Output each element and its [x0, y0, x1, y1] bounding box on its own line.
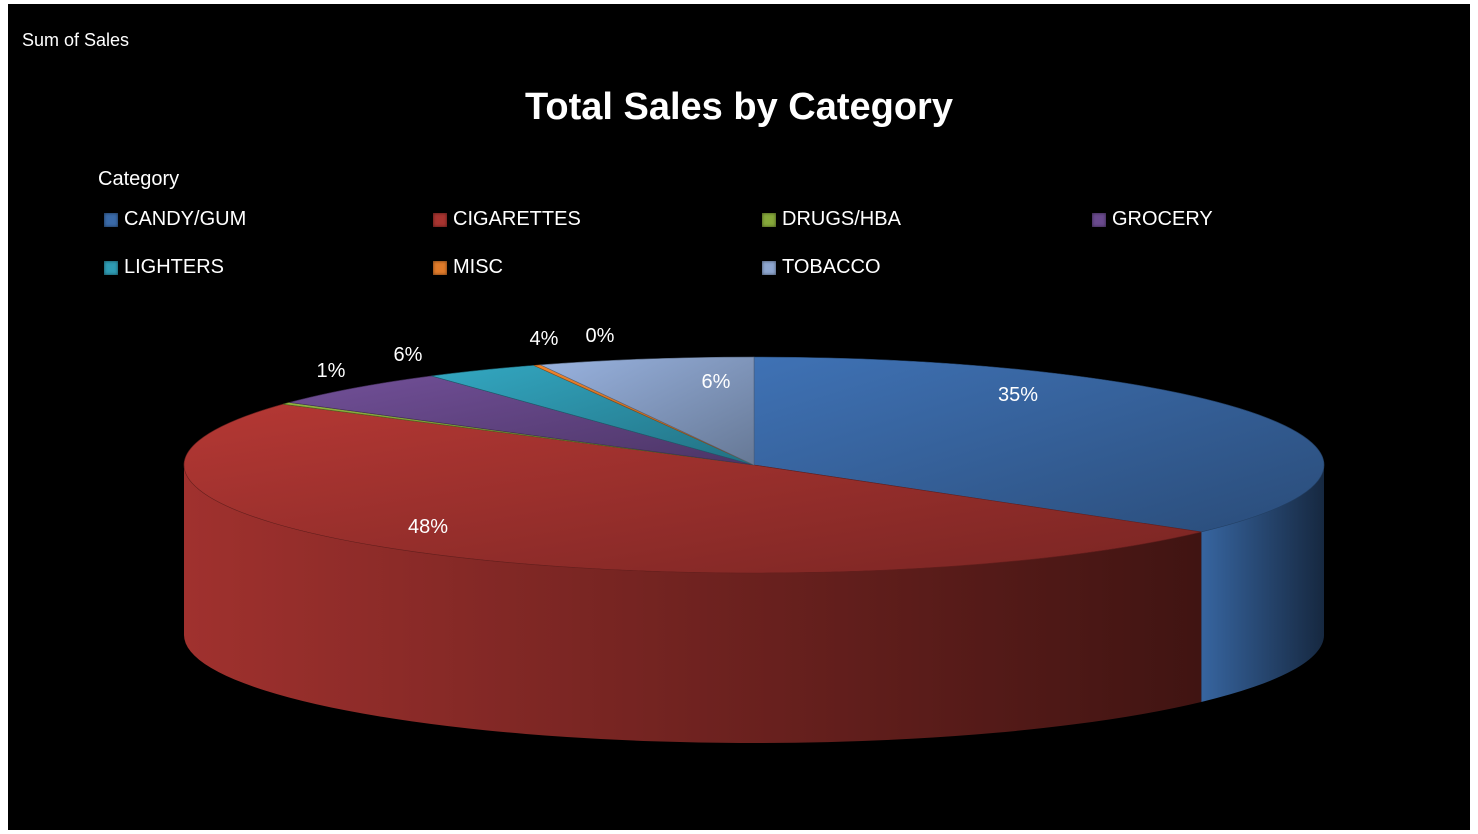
legend-swatch-lighters [104, 260, 118, 275]
legend-swatch-grocery [1092, 212, 1106, 227]
pie-slice-tobacco[interactable] [539, 356, 755, 466]
legend-swatch-misc [433, 260, 447, 275]
legend-label-cigarettes: CIGARETTES [453, 208, 581, 230]
legend-entry-cigarettes: CIGARETTES [433, 208, 581, 231]
legend-entry-lighters: LIGHTERS [104, 256, 224, 279]
data-label-misc: 0% [586, 325, 615, 347]
legend-label-tobacco: TOBACCO [782, 256, 881, 278]
legend-swatch-tobacco [762, 260, 776, 275]
data-label-lighters: 4% [530, 328, 559, 350]
data-label-grocery: 6% [394, 344, 423, 366]
legend-swatch-cigarettes [433, 212, 447, 227]
data-label-tobacco: 6% [702, 371, 731, 393]
pie-side-candy-gum [1201, 465, 1324, 702]
chart-title: Total Sales by Category [525, 86, 953, 128]
legend-entry-misc: MISC [433, 256, 503, 279]
data-label-cigarettes: 48% [408, 516, 448, 538]
legend-entry-candy-gum: CANDY/GUM [104, 208, 246, 231]
legend-entry-grocery: GROCERY [1092, 208, 1213, 231]
legend-label-drugs-hba: DRUGS/HBA [782, 208, 901, 230]
pie-slice-candy-gum[interactable] [753, 356, 1325, 533]
legend-entry-tobacco: TOBACCO [762, 256, 881, 279]
pie-slice-cigarettes[interactable] [183, 403, 1202, 574]
legend-swatch-drugs-hba [762, 212, 776, 227]
pie-slice-grocery[interactable] [289, 375, 755, 466]
legend-title-category[interactable]: Category [98, 168, 180, 190]
legend-entry-drugs-hba: DRUGS/HBA [762, 208, 901, 231]
data-label-candy-gum: 35% [998, 384, 1038, 406]
field-button-sum-of-sales[interactable]: Sum of Sales [22, 30, 130, 50]
legend-swatch-candy-gum [104, 212, 118, 227]
data-label-drugs-hba: 1% [317, 360, 346, 382]
legend-label-grocery: GROCERY [1112, 208, 1213, 230]
legend-label-lighters: LIGHTERS [124, 256, 225, 278]
legend-label-candy-gum: CANDY/GUM [124, 208, 247, 230]
legend-label-misc: MISC [453, 256, 503, 278]
pie-side-cigarettes [184, 465, 1202, 744]
